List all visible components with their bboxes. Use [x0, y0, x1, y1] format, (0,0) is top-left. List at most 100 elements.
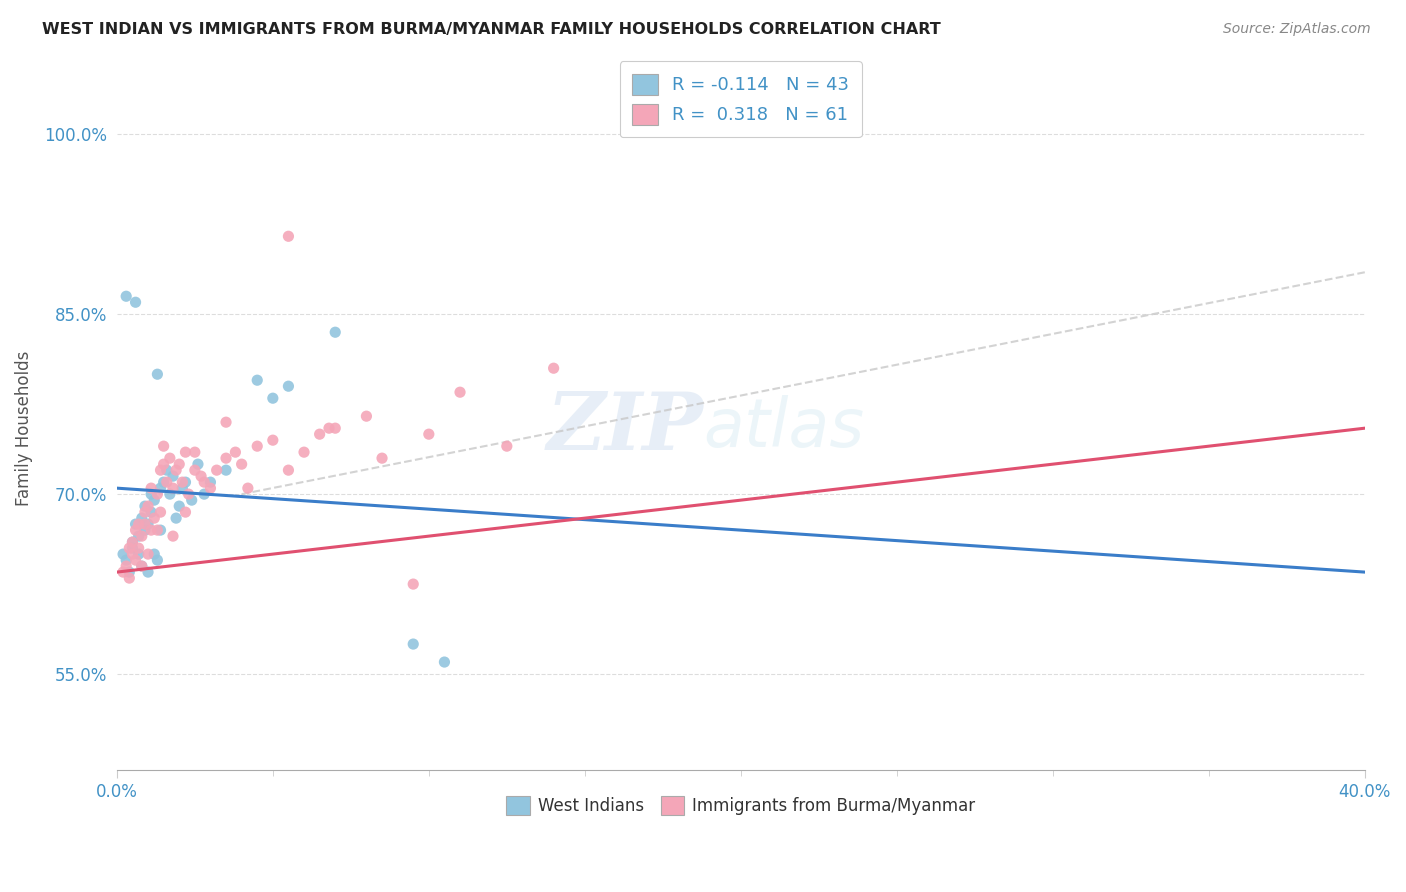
Point: [356, 409, 378, 424]
Point: [418, 427, 440, 442]
Point: [131, 559, 153, 574]
Point: [141, 505, 163, 519]
Point: [143, 493, 166, 508]
Point: [308, 427, 330, 442]
Text: WEST INDIAN VS IMMIGRANTS FROM BURMA/MYANMAR FAMILY HOUSEHOLDS CORRELATION CHART: WEST INDIAN VS IMMIGRANTS FROM BURMA/MYA…: [42, 22, 941, 37]
Point: [167, 499, 190, 513]
Point: [156, 463, 179, 477]
Point: [236, 481, 259, 495]
Point: [177, 487, 200, 501]
Point: [449, 385, 471, 400]
Point: [402, 637, 425, 651]
Point: [187, 457, 209, 471]
Point: [121, 547, 143, 561]
Point: [121, 541, 143, 555]
Point: [172, 475, 194, 490]
Point: [134, 523, 156, 537]
Point: [121, 535, 143, 549]
Point: [152, 475, 174, 490]
Point: [128, 517, 150, 532]
Legend: West Indians, Immigrants from Burma/Myanmar: West Indians, Immigrants from Burma/Myan…: [498, 788, 984, 823]
Point: [172, 481, 194, 495]
Point: [318, 421, 340, 435]
Point: [371, 451, 394, 466]
Point: [136, 547, 159, 561]
Point: [159, 451, 181, 466]
Text: atlas: atlas: [703, 395, 865, 461]
Point: [184, 463, 207, 477]
Point: [200, 475, 222, 490]
Point: [131, 559, 153, 574]
Point: [149, 463, 172, 477]
Point: [136, 517, 159, 532]
Point: [224, 445, 246, 459]
Point: [200, 481, 222, 495]
Point: [118, 541, 141, 555]
Point: [495, 439, 517, 453]
Point: [162, 529, 184, 543]
Point: [205, 463, 228, 477]
Point: [128, 529, 150, 543]
Point: [115, 553, 138, 567]
Point: [141, 523, 163, 537]
Point: [277, 379, 299, 393]
Point: [156, 475, 179, 490]
Point: [262, 433, 284, 447]
Point: [292, 445, 315, 459]
Point: [146, 487, 169, 501]
Point: [149, 481, 172, 495]
Point: [149, 505, 172, 519]
Point: [323, 325, 346, 339]
Point: [131, 529, 153, 543]
Point: [162, 481, 184, 495]
Point: [231, 457, 253, 471]
Point: [131, 511, 153, 525]
Point: [246, 373, 269, 387]
Point: [149, 523, 172, 537]
Point: [136, 499, 159, 513]
Point: [159, 487, 181, 501]
Point: [121, 535, 143, 549]
Point: [174, 475, 197, 490]
Point: [277, 463, 299, 477]
Point: [323, 421, 346, 435]
Y-axis label: Family Households: Family Households: [15, 351, 32, 506]
Point: [543, 361, 565, 376]
Point: [136, 565, 159, 579]
Point: [167, 457, 190, 471]
Point: [143, 547, 166, 561]
Point: [174, 505, 197, 519]
Point: [215, 463, 238, 477]
Point: [165, 463, 187, 477]
Point: [141, 487, 163, 501]
Text: Source: ZipAtlas.com: Source: ZipAtlas.com: [1223, 22, 1371, 37]
Point: [128, 547, 150, 561]
Point: [115, 559, 138, 574]
Point: [124, 553, 146, 567]
Point: [146, 368, 169, 382]
Point: [124, 517, 146, 532]
Point: [141, 481, 163, 495]
Point: [134, 517, 156, 532]
Point: [124, 295, 146, 310]
Point: [146, 523, 169, 537]
Point: [143, 511, 166, 525]
Point: [118, 571, 141, 585]
Point: [193, 475, 215, 490]
Point: [134, 505, 156, 519]
Point: [118, 565, 141, 579]
Point: [180, 493, 202, 508]
Point: [112, 565, 135, 579]
Point: [215, 415, 238, 429]
Point: [174, 445, 197, 459]
Point: [162, 469, 184, 483]
Point: [146, 553, 169, 567]
Point: [134, 499, 156, 513]
Point: [193, 487, 215, 501]
Point: [124, 523, 146, 537]
Point: [215, 451, 238, 466]
Point: [152, 457, 174, 471]
Point: [262, 391, 284, 405]
Text: ZIP: ZIP: [547, 390, 703, 467]
Point: [246, 439, 269, 453]
